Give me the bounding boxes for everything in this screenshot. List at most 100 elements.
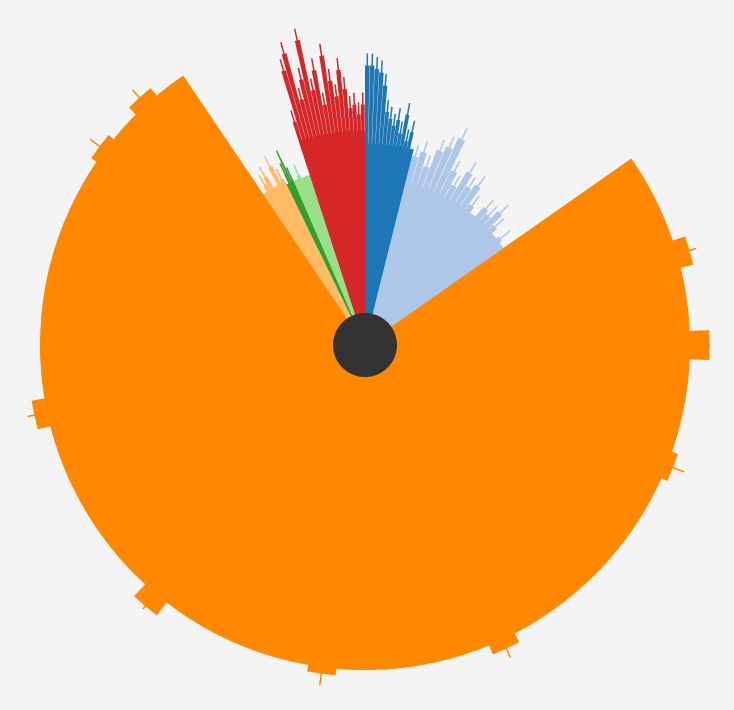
- spike-4-2: [280, 42, 309, 139]
- bar-0-43: [56, 217, 366, 345]
- bar-0-15: [365, 345, 572, 579]
- spike-5-12: [407, 120, 416, 149]
- spike-4-10: [327, 68, 338, 133]
- bar-0-44: [66, 190, 366, 345]
- bar-0-8: [365, 345, 681, 419]
- spike-1-5: [275, 168, 284, 183]
- spike-6-5: [436, 127, 468, 193]
- bar-0-23: [338, 345, 367, 670]
- bar-3-1: [296, 174, 365, 345]
- bar-0-35: [60, 345, 366, 484]
- bar-2-1: [284, 173, 365, 345]
- bar-4-7: [311, 69, 365, 345]
- bar-1-4: [268, 166, 365, 345]
- spike-6-15: [485, 204, 510, 228]
- bar-6-7: [365, 184, 457, 345]
- bar-6-9: [365, 185, 472, 345]
- bar-0-24: [307, 345, 365, 676]
- bar-6-15: [365, 211, 503, 345]
- spike-4-4: [297, 67, 316, 137]
- bar-3-0: [293, 179, 365, 345]
- bar-5-1: [365, 65, 375, 345]
- spike-1-1: [257, 174, 270, 192]
- bar-6-3: [365, 149, 444, 345]
- bar-0-20: [365, 345, 458, 664]
- bar-6-19: [365, 245, 501, 345]
- bar-5-5: [365, 111, 390, 345]
- bar-6-12: [365, 212, 475, 345]
- bar-0-28: [193, 345, 365, 636]
- bar-0-36: [50, 345, 365, 456]
- bar-0-2: [365, 211, 672, 345]
- bar-0-12: [365, 345, 647, 532]
- bar-0-34: [86, 345, 365, 503]
- bar-6-16: [365, 224, 497, 345]
- bar-4-3: [299, 99, 365, 345]
- bar-0-11: [365, 345, 661, 506]
- bar-4-1: [281, 70, 365, 346]
- spike-2-1: [279, 163, 290, 184]
- spike-5-2: [372, 56, 379, 144]
- bar-4-16: [356, 114, 365, 346]
- spike-0-18: [501, 639, 512, 659]
- spike-4-3: [297, 87, 312, 138]
- spike-5-8: [393, 107, 401, 146]
- spike-6-2: [419, 155, 432, 186]
- bar-0-4: [365, 270, 687, 345]
- bar-4-17: [360, 104, 365, 345]
- bar-2-0: [286, 183, 365, 345]
- bar-6-0: [365, 155, 419, 345]
- bar-6-1: [365, 151, 428, 345]
- bar-4-0: [292, 121, 365, 345]
- bar-0-37: [31, 345, 365, 430]
- spike-2-2: [275, 150, 292, 183]
- spike-4-15: [353, 92, 357, 131]
- spike-4-6: [309, 78, 323, 135]
- spike-6-1: [413, 140, 429, 184]
- bar-0-13: [365, 345, 630, 556]
- bar-4-6: [310, 89, 365, 345]
- bar-0-6: [365, 330, 710, 361]
- bar-4-9: [319, 55, 365, 345]
- bar-5-12: [365, 132, 414, 345]
- bar-0-30: [134, 345, 365, 616]
- bar-5-4: [365, 85, 388, 345]
- bar-5-10: [365, 114, 410, 345]
- bar-0-1: [365, 184, 661, 345]
- bar-5-8: [365, 119, 401, 345]
- spike-0-48: [132, 89, 147, 106]
- spike-5-10: [400, 102, 411, 147]
- spike-0-46: [89, 138, 106, 151]
- spike-4-11: [334, 84, 342, 132]
- bar-4-5: [294, 39, 365, 346]
- spike-5-0: [365, 53, 369, 144]
- bar-5-13: [365, 148, 414, 345]
- spike-1-4: [263, 156, 281, 185]
- spike-4-16: [357, 102, 360, 131]
- spike-5-7: [390, 113, 396, 146]
- bar-0-21: [365, 345, 429, 669]
- bar-6-8: [365, 171, 473, 345]
- spike-6-11: [467, 195, 480, 212]
- bar-0-38: [40, 345, 365, 397]
- bar-0-47: [115, 116, 365, 345]
- bar-1-2: [263, 176, 365, 345]
- bar-5-3: [365, 72, 384, 345]
- bar-6-17: [365, 233, 496, 345]
- center-hub[interactable]: [333, 313, 397, 377]
- bar-3-2: [302, 179, 365, 345]
- bar-5-9: [365, 133, 402, 345]
- bar-6-11: [365, 204, 475, 345]
- bar-0-16: [365, 345, 559, 606]
- bar-0-29: [168, 345, 365, 621]
- bar-5-2: [365, 68, 380, 346]
- bar-6-4: [365, 146, 453, 345]
- bar-4-14: [348, 108, 365, 345]
- spike-5-4: [379, 73, 387, 145]
- bar-5-6: [365, 118, 393, 345]
- spike-0-24: [318, 667, 323, 686]
- bar-6-13: [365, 206, 489, 345]
- bar-2-3: [290, 178, 365, 345]
- spike-5-5: [383, 100, 390, 145]
- bar-4-2: [281, 53, 365, 345]
